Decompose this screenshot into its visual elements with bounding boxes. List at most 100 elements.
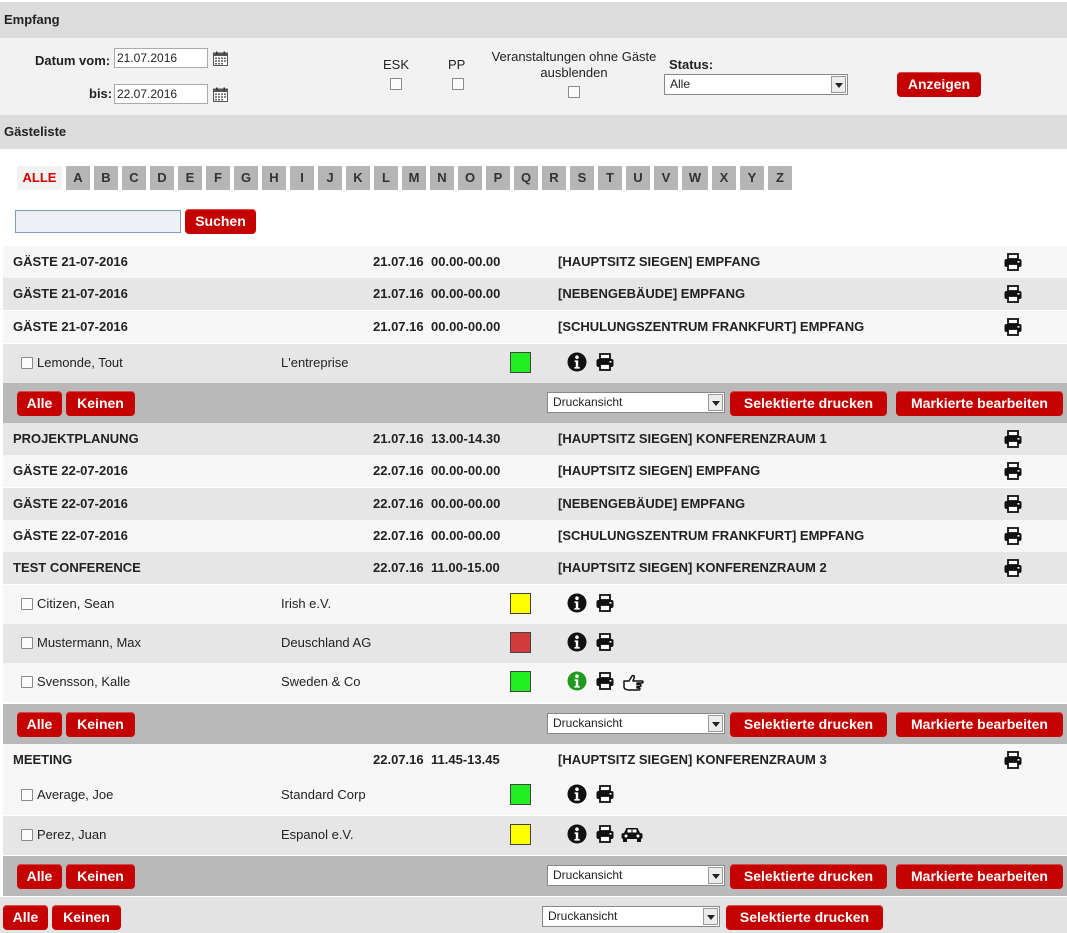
event-row[interactable]: GÄSTE 22-07-2016 22.07.16 00.00-00.00 [SCHU… — [3, 520, 1067, 552]
alphabet-f[interactable]: F — [206, 166, 230, 190]
info-green-icon[interactable] — [567, 671, 587, 691]
search-input[interactable] — [15, 210, 181, 233]
datum-vom-input[interactable] — [114, 48, 208, 68]
alphabet-d[interactable]: D — [150, 166, 174, 190]
chevron-down-icon[interactable] — [708, 867, 723, 884]
select-none-button[interactable]: Keinen — [66, 864, 135, 889]
event-row[interactable]: TEST CONFERENCE 22.07.16 11.00-15.00 [HAUPT… — [3, 552, 1067, 584]
edit-marked-button[interactable]: Markierte bearbeiten — [896, 391, 1063, 416]
printer-icon[interactable] — [595, 785, 615, 803]
alphabet-k[interactable]: K — [346, 166, 370, 190]
printer-icon[interactable] — [595, 594, 615, 612]
event-row[interactable]: PROJEKTPLANUNG 21.07.16 13.00-14.30 [HAUPTS… — [3, 423, 1067, 455]
alphabet-x[interactable]: X — [712, 166, 736, 190]
info-icon[interactable] — [567, 784, 587, 804]
printer-icon[interactable] — [595, 672, 615, 690]
printer-icon[interactable] — [1003, 495, 1023, 513]
select-none-button[interactable]: Keinen — [66, 391, 135, 416]
alphabet-r[interactable]: R — [542, 166, 566, 190]
print-selected-button[interactable]: Selektierte drucken — [726, 905, 883, 930]
select-all-button[interactable]: Alle — [17, 864, 62, 889]
printer-icon[interactable] — [1003, 318, 1023, 336]
chevron-down-icon[interactable] — [708, 715, 723, 732]
select-all-button[interactable]: Alle — [17, 712, 62, 737]
printer-icon[interactable] — [1003, 527, 1023, 545]
alphabet-p[interactable]: P — [486, 166, 510, 190]
alphabet-n[interactable]: N — [430, 166, 454, 190]
search-button[interactable]: Suchen — [185, 209, 256, 234]
druckansicht-select[interactable]: Druckansicht — [542, 906, 720, 927]
alphabet-w[interactable]: W — [682, 166, 708, 190]
alphabet-alle[interactable]: ALLE — [17, 166, 62, 190]
alphabet-s[interactable]: S — [570, 166, 594, 190]
printer-icon[interactable] — [595, 825, 615, 843]
event-row[interactable]: GÄSTE 21-07-2016 21.07.16 00.00-00.00 [HAUP… — [3, 246, 1067, 278]
print-selected-button[interactable]: Selektierte drucken — [730, 864, 887, 889]
guest-checkbox[interactable] — [21, 789, 33, 801]
druckansicht-select[interactable]: Druckansicht — [547, 392, 725, 413]
guest-checkbox[interactable] — [21, 357, 33, 369]
event-row[interactable]: GÄSTE 22-07-2016 22.07.16 00.00-00.00 [NEBE… — [3, 488, 1067, 520]
edit-marked-button[interactable]: Markierte bearbeiten — [896, 864, 1063, 889]
alphabet-o[interactable]: O — [458, 166, 482, 190]
druckansicht-select[interactable]: Druckansicht — [547, 865, 725, 886]
printer-icon[interactable] — [1003, 285, 1023, 303]
alphabet-b[interactable]: B — [94, 166, 118, 190]
guest-checkbox[interactable] — [21, 598, 33, 610]
info-icon[interactable] — [567, 352, 587, 372]
select-none-button[interactable]: Keinen — [52, 905, 121, 930]
pp-checkbox[interactable] — [452, 78, 464, 90]
car-icon[interactable] — [620, 825, 644, 843]
event-row[interactable]: GÄSTE 21-07-2016 21.07.16 00.00-00.00 [SCHU… — [3, 311, 1067, 343]
chevron-down-icon[interactable] — [831, 76, 846, 93]
edit-marked-button[interactable]: Markierte bearbeiten — [896, 712, 1063, 737]
alphabet-a[interactable]: A — [66, 166, 90, 190]
anzeigen-button[interactable]: Anzeigen — [897, 72, 981, 97]
event-row[interactable]: GÄSTE 21-07-2016 21.07.16 00.00-00.00 [NEBE… — [3, 278, 1067, 310]
calendar-icon[interactable] — [213, 87, 228, 102]
alphabet-j[interactable]: J — [318, 166, 342, 190]
print-selected-button[interactable]: Selektierte drucken — [730, 712, 887, 737]
event-row[interactable]: MEETING 22.07.16 11.45-13.45 [HAUPTSITZ SIE… — [3, 744, 1067, 776]
calendar-icon[interactable] — [213, 51, 228, 66]
alphabet-q[interactable]: Q — [514, 166, 538, 190]
pointing-hand-icon[interactable] — [622, 673, 644, 691]
alphabet-l[interactable]: L — [374, 166, 398, 190]
esk-checkbox[interactable] — [390, 78, 402, 90]
alphabet-u[interactable]: U — [626, 166, 650, 190]
guest-checkbox[interactable] — [21, 676, 33, 688]
alphabet-g[interactable]: G — [234, 166, 258, 190]
guest-checkbox[interactable] — [21, 829, 33, 841]
printer-icon[interactable] — [1003, 253, 1023, 271]
alphabet-c[interactable]: C — [122, 166, 146, 190]
bis-input[interactable] — [114, 84, 208, 104]
alphabet-h[interactable]: H — [262, 166, 286, 190]
alphabet-m[interactable]: M — [402, 166, 426, 190]
chevron-down-icon[interactable] — [703, 908, 718, 925]
printer-icon[interactable] — [595, 633, 615, 651]
alphabet-i[interactable]: I — [290, 166, 314, 190]
printer-icon[interactable] — [1003, 430, 1023, 448]
select-none-button[interactable]: Keinen — [66, 712, 135, 737]
druckansicht-select[interactable]: Druckansicht — [547, 713, 725, 734]
print-selected-button[interactable]: Selektierte drucken — [730, 391, 887, 416]
printer-icon[interactable] — [1003, 751, 1023, 769]
alphabet-y[interactable]: Y — [740, 166, 764, 190]
guest-checkbox[interactable] — [21, 637, 33, 649]
printer-icon[interactable] — [1003, 462, 1023, 480]
alphabet-z[interactable]: Z — [768, 166, 792, 190]
info-icon[interactable] — [567, 824, 587, 844]
alphabet-e[interactable]: E — [178, 166, 202, 190]
info-icon[interactable] — [567, 593, 587, 613]
info-icon[interactable] — [567, 632, 587, 652]
select-all-button[interactable]: Alle — [17, 391, 62, 416]
printer-icon[interactable] — [1003, 559, 1023, 577]
select-all-button[interactable]: Alle — [3, 905, 48, 930]
chevron-down-icon[interactable] — [708, 394, 723, 411]
alphabet-t[interactable]: T — [598, 166, 622, 190]
alphabet-v[interactable]: V — [654, 166, 678, 190]
status-select[interactable]: Alle — [664, 74, 848, 95]
printer-icon[interactable] — [595, 353, 615, 371]
event-row[interactable]: GÄSTE 22-07-2016 22.07.16 00.00-00.00 [HAUP… — [3, 455, 1067, 487]
ohne-gaeste-checkbox[interactable] — [568, 86, 580, 98]
